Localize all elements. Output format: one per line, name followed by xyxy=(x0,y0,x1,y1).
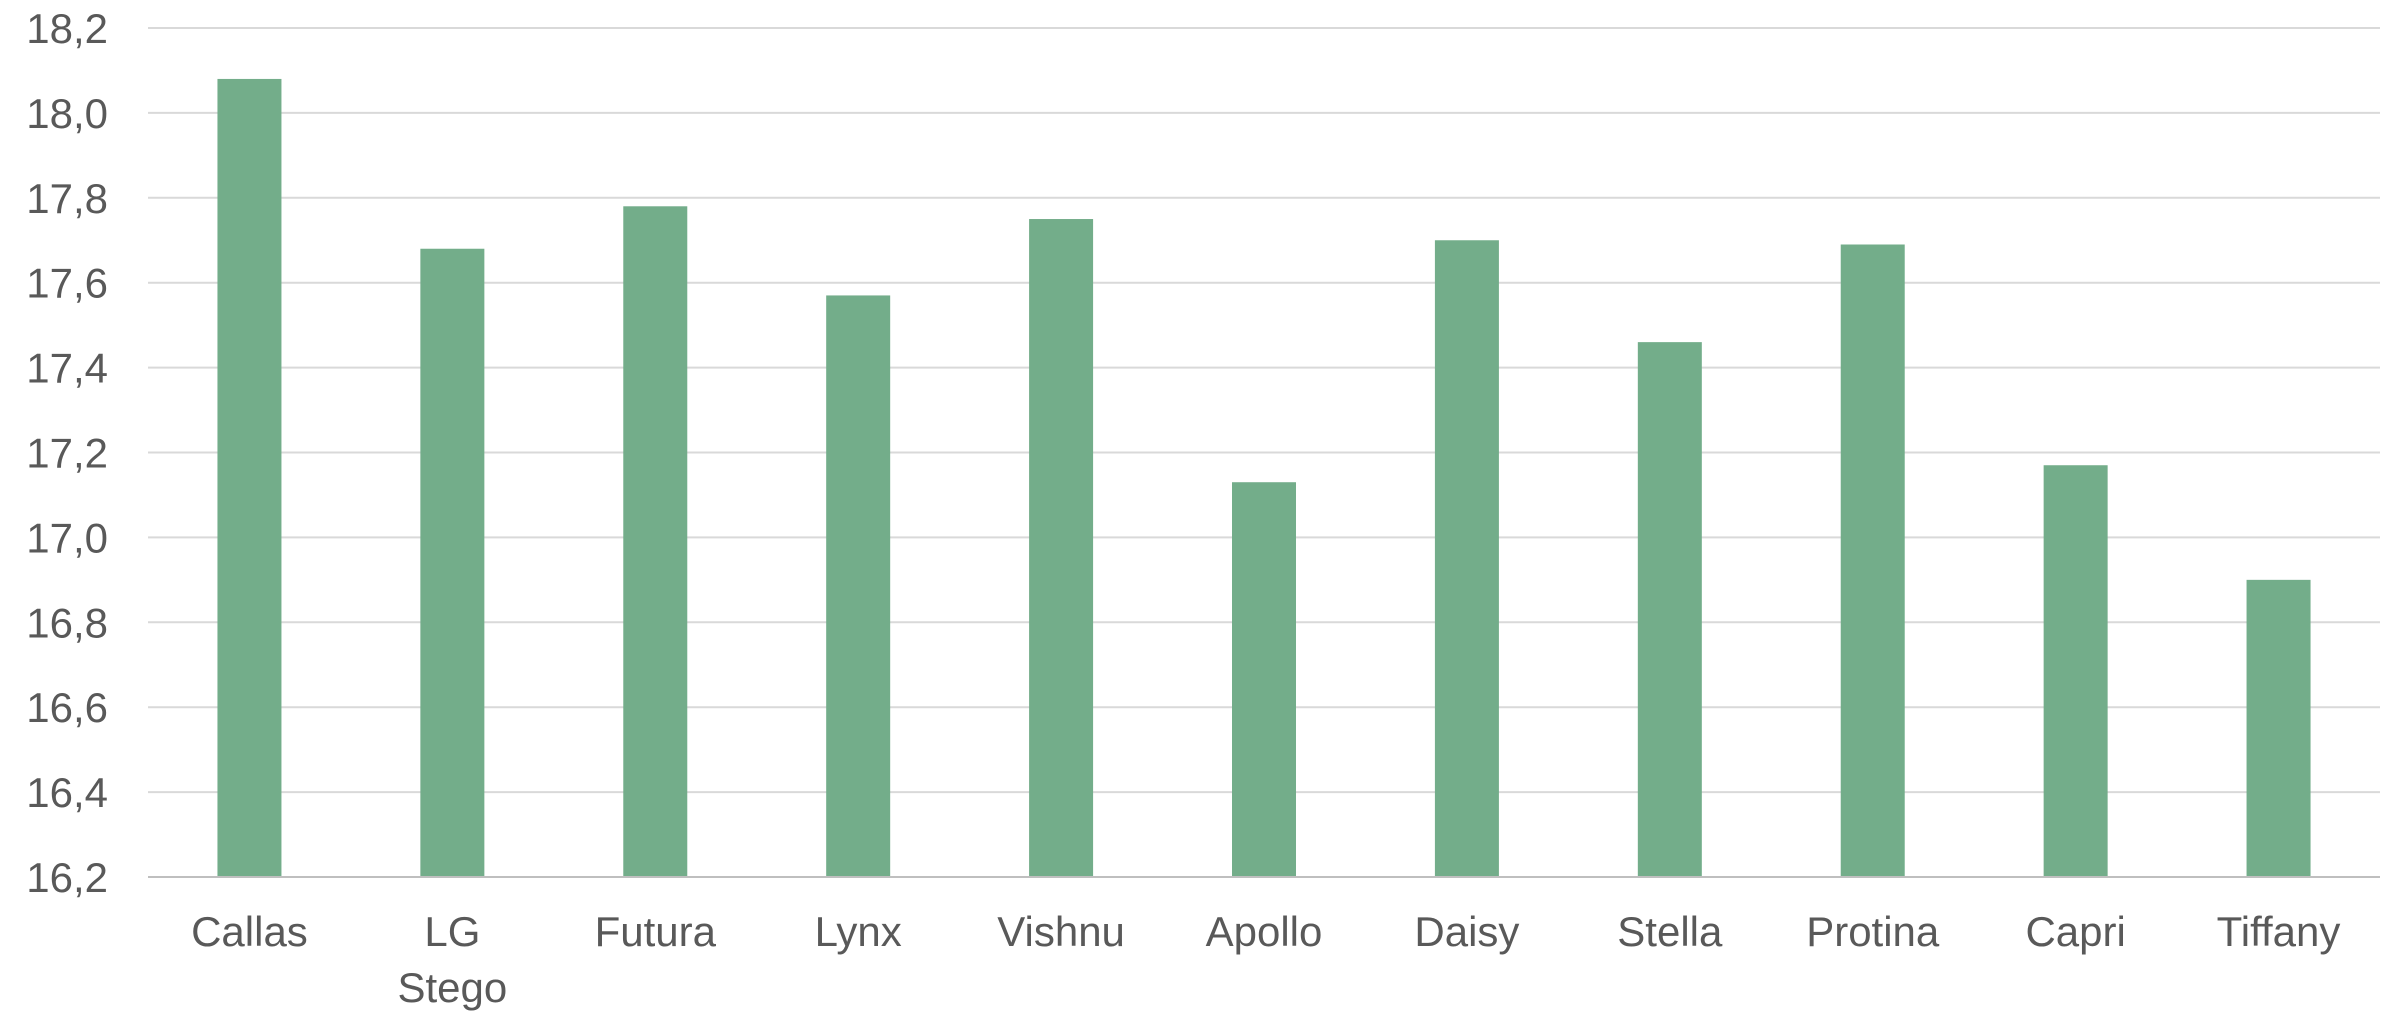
bar-apollo xyxy=(1232,482,1296,877)
y-tick-label: 17,0 xyxy=(26,514,108,561)
y-axis-tick-labels: 16,2 16,4 16,6 16,8 17,0 17,2 17,4 17,6 17,8 18,0… xyxy=(26,5,108,901)
y-tick-label: 16,4 xyxy=(26,769,108,816)
bar-tiffany xyxy=(2246,579,2311,877)
gridlines xyxy=(148,27,2380,794)
y-tick-label: 18,0 xyxy=(26,90,108,137)
y-tick-label: 16,8 xyxy=(26,599,108,646)
bar-vishnu xyxy=(1029,219,1094,877)
bar-capri xyxy=(2043,465,2108,877)
y-tick-label: 16,6 xyxy=(26,684,108,731)
bar-stella xyxy=(1637,342,1702,877)
bars xyxy=(217,78,2311,878)
category-label: Stella xyxy=(1617,908,1723,955)
category-label: LG Stego xyxy=(397,908,507,1011)
x-axis-category-labels: Callas LG Stego Futura Lynx Vishnu Apollo Daisy… xyxy=(191,908,2340,1011)
y-tick-label: 17,4 xyxy=(26,345,108,392)
y-tick-label: 18,2 xyxy=(26,5,108,52)
category-label: Capri xyxy=(2025,908,2125,955)
bar-daisy xyxy=(1434,240,1499,877)
category-label: Apollo xyxy=(1206,908,1323,955)
bar-lg-stego xyxy=(420,248,485,878)
category-label: Futura xyxy=(595,908,717,955)
bar-protina xyxy=(1840,244,1905,877)
y-tick-label: 17,8 xyxy=(26,175,108,222)
bar-lynx xyxy=(826,295,891,877)
category-label: Vishnu xyxy=(997,908,1125,955)
y-tick-label: 17,6 xyxy=(26,260,108,307)
bar-callas xyxy=(217,78,282,877)
y-tick-label: 16,2 xyxy=(26,854,108,901)
category-label: Lynx xyxy=(815,908,902,955)
category-label: Daisy xyxy=(1414,908,1519,955)
bar-futura xyxy=(623,206,688,878)
y-tick-label: 17,2 xyxy=(26,430,108,477)
category-label: Callas xyxy=(191,908,308,955)
category-label: Protina xyxy=(1806,908,1940,955)
category-label: Tiffany xyxy=(2217,908,2341,955)
